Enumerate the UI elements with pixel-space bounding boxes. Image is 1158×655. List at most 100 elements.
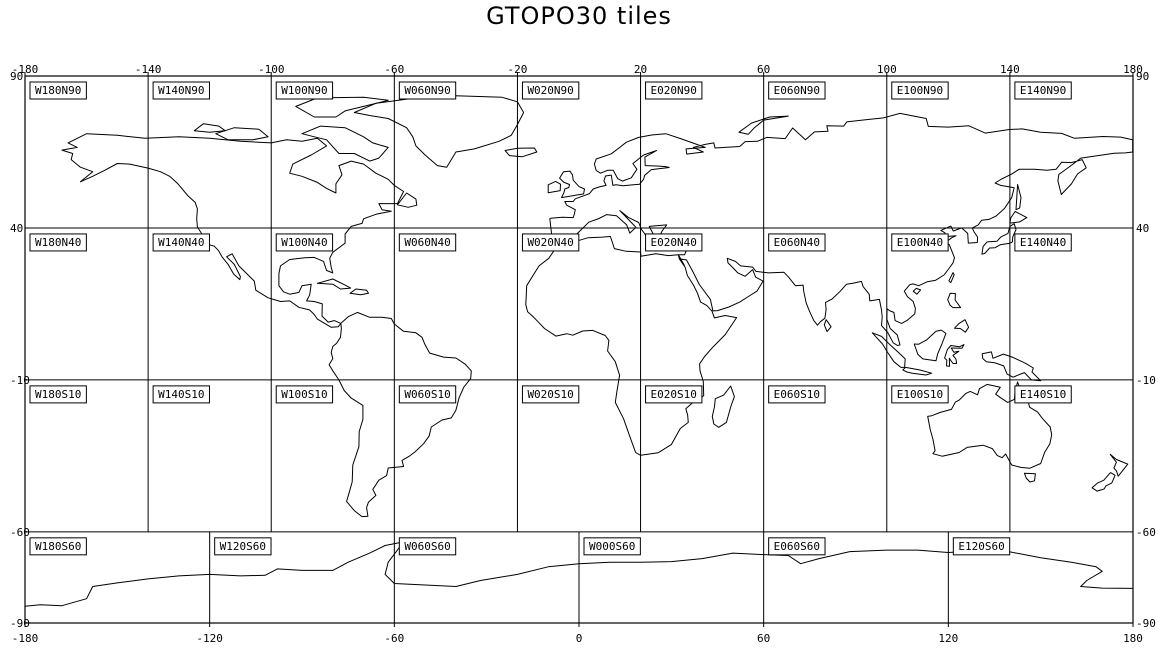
tile-label-w100n40: W100N40 [275,233,334,252]
tile-name: E140N90 [1020,84,1066,97]
tile-name: W100N40 [281,236,327,249]
top-lon-tick-label: 60 [757,63,770,76]
coastline-greenland [353,95,525,168]
coastline-cuba [316,278,352,290]
bottom-lon-tick-label: -180 [12,632,39,645]
coastline-sakhalin [1015,184,1022,211]
tile-label-box [1014,385,1072,404]
tile-labels: W180N90 W140N90 W100N90 W060N90 W020N90 E020N… [29,81,1072,556]
tile-label-w120s60: W120S60 [214,537,272,556]
tile-label-box [1014,81,1072,100]
tile-grid [25,76,1133,623]
tile-name: E140N40 [1020,236,1066,249]
tile-label-box [952,537,1011,556]
right-lat-tick-label: -90 [1136,617,1156,630]
tile-label-w180n40: W180N40 [29,233,87,252]
coastline-newfoundland [396,192,418,208]
tile-name: W140S10 [158,388,204,401]
bottom-lon-tick-label: 0 [576,632,583,645]
tile-label-e060s60: E060S60 [768,537,826,556]
tile-name: E060S10 [774,388,820,401]
coastline-ellesmere-island [295,96,389,118]
tile-label-e060s10: E060S10 [768,385,826,404]
tile-label-w140n40: W140N40 [152,233,210,252]
tile-name: E100N90 [897,84,943,97]
coastline-banks-island [193,123,226,133]
coastline-taiwan [948,272,955,284]
tile-label-w100n90: W100N90 [275,81,334,100]
coastline-iceland [504,147,538,158]
tile-label-box [29,81,87,100]
bottom-lon-tick-label: -60 [384,632,404,645]
tile-label-w020s10: W020S10 [521,385,580,404]
coastline-novaya-zemlya [738,115,789,135]
top-lon-tick-label: -140 [135,63,162,76]
tile-label-box [645,233,703,252]
tile-label-w060s60: W060S60 [398,537,457,556]
coastline-luzon [947,292,962,309]
top-lon-tick-label: 100 [877,63,897,76]
tile-label-e100n40: E100N40 [891,233,949,252]
tile-name: W060N40 [404,236,450,249]
tile-name: W140N40 [158,236,204,249]
tile-name: W060S10 [404,388,450,401]
tile-label-box [768,233,826,252]
tile-label-e100s10: E100S10 [891,385,949,404]
coastline-hispaniola [349,288,369,296]
bottom-lon-tick-label: 120 [938,632,958,645]
tile-label-box [152,81,210,100]
tile-label-box [1014,233,1072,252]
tile-name: E100S10 [897,388,943,401]
tile-label-box [398,385,457,404]
tile-label-box [152,385,210,404]
tile-name: E060N40 [774,236,820,249]
tile-label-box [521,233,580,252]
tile-label-w060s10: W060S10 [398,385,457,404]
left-lat-tick-label: -60 [10,526,30,539]
tile-name: W100N90 [281,84,327,97]
bottom-lon-tick-label: 60 [757,632,770,645]
tile-name: E020N40 [651,236,697,249]
coastline-tasmania [1023,472,1036,483]
coastline-japan-honshu [981,223,1017,255]
tile-label-w020n40: W020N40 [521,233,580,252]
right-lat-tick-label: 40 [1136,222,1149,235]
coastline-ireland [547,180,561,194]
tile-label-box [275,233,334,252]
tile-label-w180n90: W180N90 [29,81,87,100]
tile-name: E100N40 [897,236,943,249]
top-lon-tick-label: -180 [12,63,39,76]
tile-label-e100n90: E100N90 [891,81,949,100]
right-lat-tick-label: -60 [1136,526,1156,539]
tile-label-e020n90: E020N90 [645,81,703,100]
tile-label-box [891,233,949,252]
tile-label-w180s10: W180S10 [29,385,87,404]
tile-label-box [29,233,87,252]
tile-label-box [768,81,826,100]
tile-name: W180N90 [35,84,81,97]
tile-name: E020N90 [651,84,697,97]
tile-name: E060S60 [774,540,820,553]
top-lon-tick-label: -100 [258,63,285,76]
coastline-mindanao [954,319,970,333]
tile-label-w060n90: W060N90 [398,81,457,100]
left-lat-tick-label: 90 [10,70,23,83]
coastline-japan-hokkaido [1009,211,1028,224]
tile-label-e060n90: E060N90 [768,81,826,100]
tile-name: W120S60 [220,540,266,553]
tile-label-e140s10: E140S10 [1014,385,1072,404]
tile-name: E060N90 [774,84,820,97]
tile-label-e140n90: E140N90 [1014,81,1072,100]
tile-label-box [275,385,334,404]
top-lon-tick-label: -20 [508,63,528,76]
coastline-great-britain [559,170,585,199]
tile-label-e120s60: E120S60 [952,537,1011,556]
tile-name: W140N90 [158,84,204,97]
coastline-hainan [912,287,922,295]
axis-ticks: -180 -140 -100 -60 -20 20 60 100 140 180-180 -120-… [10,63,1156,645]
coastline-java [902,366,933,376]
tile-name: W060N90 [404,84,450,97]
tile-name: W180S10 [35,388,81,401]
tile-name: E020S10 [651,388,697,401]
top-lon-tick-label: 20 [634,63,647,76]
